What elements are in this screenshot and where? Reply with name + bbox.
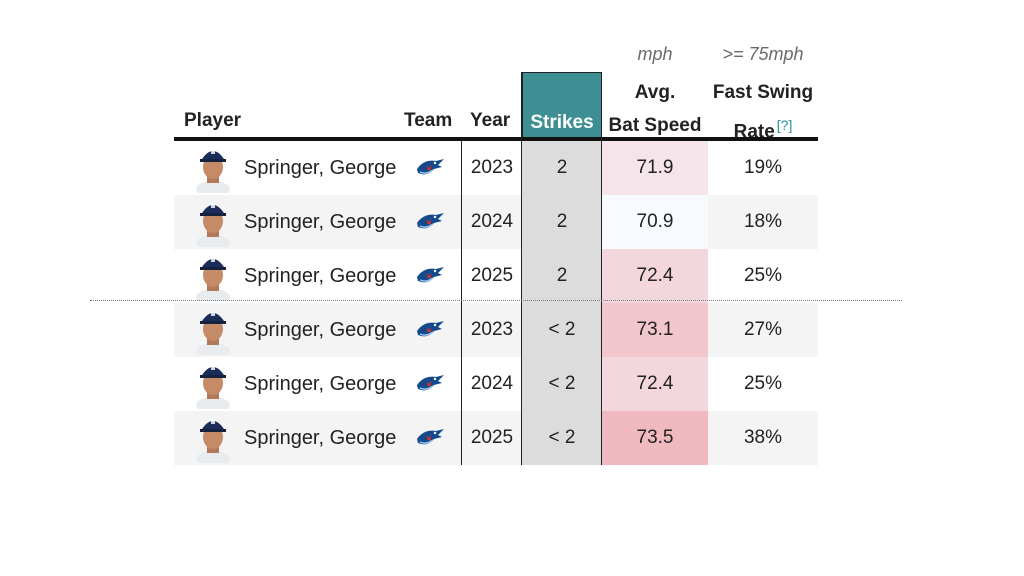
strikes-header: Strikes: [530, 112, 594, 133]
table-row[interactable]: Springer, George 2023 < 2 73.1 27%: [174, 303, 818, 357]
table-body: Springer, George 2023 2 71.9 19% Springer, Ge…: [174, 141, 818, 465]
fast-swing-rate-cell: 25%: [743, 373, 783, 394]
header-divider: [174, 137, 818, 141]
player-name-link[interactable]: Springer, George: [244, 156, 397, 179]
player-header[interactable]: Player: [184, 110, 242, 131]
player-name-link[interactable]: Springer, George: [244, 372, 397, 395]
table-row[interactable]: Springer, George 2024 < 2 72.4 25%: [174, 357, 818, 411]
year-cell: 2023: [470, 319, 514, 340]
player-headshot-avatar[interactable]: [194, 305, 232, 355]
blue-jays-logo-icon: [406, 141, 454, 195]
blue-jays-logo-icon: [406, 195, 454, 249]
strikes-cell: < 2: [522, 357, 602, 411]
bat-speed-cell: 70.9: [602, 195, 708, 249]
rate-unit-label: >= 75mph: [722, 44, 804, 64]
speed-unit-label: mph: [637, 44, 673, 64]
fast-swing-rate-cell: 18%: [743, 211, 783, 232]
bat-speed-cell: 72.4: [602, 357, 708, 411]
bat-speed-cell: 73.5: [602, 411, 708, 465]
strikes-cell: 2: [522, 195, 602, 249]
blue-jays-logo-icon: [406, 249, 454, 303]
blue-jays-logo-icon: [406, 411, 454, 465]
strikes-cell: < 2: [522, 303, 602, 357]
table-row[interactable]: Springer, George 2025 < 2 73.5 38%: [174, 411, 818, 465]
fast-swing-rate-cell: 38%: [743, 427, 783, 448]
rate-help-link[interactable]: [?]: [776, 117, 793, 133]
player-name-link[interactable]: Springer, George: [244, 426, 397, 449]
year-left-rule: [461, 141, 462, 465]
strikes-cell: < 2: [522, 411, 602, 465]
avg-bat-speed-header[interactable]: Avg. Bat Speed: [602, 76, 708, 142]
year-header[interactable]: Year: [470, 110, 511, 131]
player-headshot-avatar[interactable]: [194, 359, 232, 409]
player-name-link[interactable]: Springer, George: [244, 264, 397, 287]
player-headshot-avatar[interactable]: [194, 197, 232, 247]
fast-swing-rate-cell: 19%: [743, 157, 783, 178]
strikes-cell: 2: [522, 141, 602, 195]
table-row[interactable]: Springer, George 2025 2 72.4 25%: [174, 249, 818, 303]
group-separator: [90, 300, 902, 301]
player-name-link[interactable]: Springer, George: [244, 210, 397, 233]
player-name-link[interactable]: Springer, George: [244, 318, 397, 341]
table-row[interactable]: Springer, George 2023 2 71.9 19%: [174, 141, 818, 195]
bat-speed-cell: 73.1: [602, 303, 708, 357]
player-headshot-avatar[interactable]: [194, 413, 232, 463]
bat-speed-cell: 71.9: [602, 141, 708, 195]
year-cell: 2023: [470, 157, 514, 178]
rate-header-line1: Fast Swing: [712, 82, 814, 103]
year-cell: 2024: [470, 211, 514, 232]
year-cell: 2025: [470, 427, 514, 448]
blue-jays-logo-icon: [406, 357, 454, 411]
strikes-cell: 2: [522, 249, 602, 303]
blue-jays-logo-icon: [406, 303, 454, 357]
strikes-left-rule: [521, 72, 522, 465]
strikes-right-rule: [601, 72, 602, 465]
strikes-header-box[interactable]: Strikes: [522, 72, 602, 138]
fast-swing-rate-cell: 27%: [743, 319, 783, 340]
table-row[interactable]: Springer, George 2024 2 70.9 18%: [174, 195, 818, 249]
speed-header-line1: Avg.: [634, 82, 676, 103]
fast-swing-rate-cell: 25%: [743, 265, 783, 286]
team-header[interactable]: Team: [404, 110, 453, 131]
year-cell: 2024: [470, 373, 514, 394]
speed-header-line2: Bat Speed: [608, 115, 702, 136]
player-headshot-avatar[interactable]: [194, 251, 232, 301]
player-headshot-avatar[interactable]: [194, 143, 232, 193]
year-cell: 2025: [470, 265, 514, 286]
bat-speed-cell: 72.4: [602, 249, 708, 303]
